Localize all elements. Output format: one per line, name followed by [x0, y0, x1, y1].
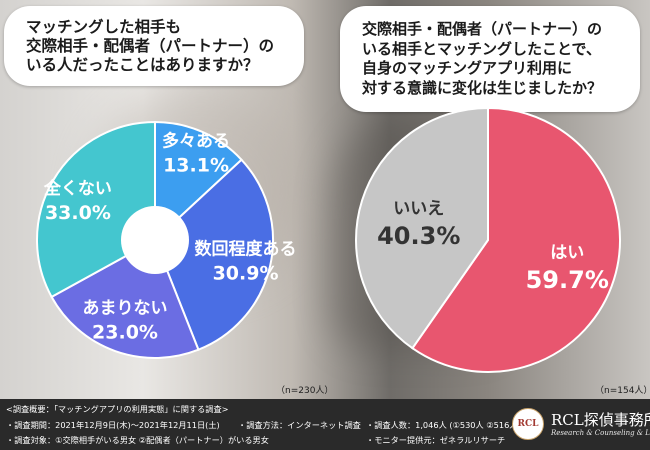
sample-size-label-1: （n=230人） [276, 386, 334, 396]
chart2-category-label-1: いいえ [393, 199, 444, 219]
question1-line: いる人だったことはありますか？ [26, 55, 259, 74]
chart1-value-label-1: 30.9% [213, 262, 279, 284]
question2-line: いる相手とマッチングしたことで、 [362, 39, 601, 58]
pie-charts: 多々ある 13.1% 数回程度ある 30.9% あまりない 23.0% 全くない 33.0% は… [36, 106, 621, 373]
question2-line: 交際相手・配偶者（パートナー）の [362, 20, 603, 38]
question-box-1: マッチングした相手も 交際相手・配偶者（パートナー）の いる人だったことはありま… [4, 6, 304, 86]
rcl-logo-icon: RCL [512, 408, 544, 440]
chart1-donut-hole [121, 206, 189, 274]
chart1-pie-slice-0 [154, 120, 243, 243]
footer-method: ・調査方法：インターネット調査 [238, 420, 361, 430]
chart1-category-label-3: 全くない [43, 178, 112, 199]
footer-title: <調査概要：「マッチングアプリの利用実態」に関する調査> [6, 404, 229, 414]
sample-size-label-2: （n=154人） [595, 386, 650, 396]
chart2-pie-slice-0 [411, 106, 621, 373]
footer-period: ・調査期間：2021年12月9日(木)〜2021年12月11日(土) [6, 420, 220, 430]
question1-line: 交際相手・配偶者（パートナー）の [26, 36, 275, 55]
chart1-category-label-1: 数回程度ある [195, 238, 297, 259]
company-name: RCL探偵事務所 [551, 411, 650, 429]
footer-count: ・調査人数：1,046人 (①530人 ②516人) [366, 420, 521, 430]
question1-line: マッチングした相手も [26, 17, 182, 36]
question2-line: 対する意識に変化は生じましたか？ [362, 78, 603, 97]
chart1-pie-slice-1 [153, 158, 274, 352]
chart1-value-label-2: 23.0% [92, 322, 158, 344]
question2-line: 自身のマッチングアプリ利用に [362, 59, 573, 77]
chart2-value-label-0: 59.7% [526, 266, 609, 294]
chart2-value-label-1: 40.3% [377, 222, 460, 250]
question-box-2: 交際相手・配偶者（パートナー）の いる相手とマッチングしたことで、 自身のマッチ… [340, 6, 640, 112]
chart2-pie-slice-1 [355, 106, 489, 350]
company-tagline: Research & Counseling & Law [551, 429, 650, 437]
chart1-category-label-2: あまりない [83, 299, 168, 319]
footer-provider: ・モニター提供元：ゼネラルリサーチ [366, 435, 506, 445]
footer-target: ・調査対象：①交際相手がいる男女 ②配偶者（パートナー）がいる男女 [6, 435, 269, 445]
chart2-category-label-0: はい [550, 243, 584, 263]
chart1-value-label-3: 33.0% [45, 202, 111, 224]
survey-footer: <調査概要：「マッチングアプリの利用実態」に関する調査> ・調査期間：2021年… [0, 399, 650, 450]
chart1-category-label-0: 多々ある [162, 130, 230, 151]
chart1-value-label-0: 13.1% [163, 154, 229, 176]
